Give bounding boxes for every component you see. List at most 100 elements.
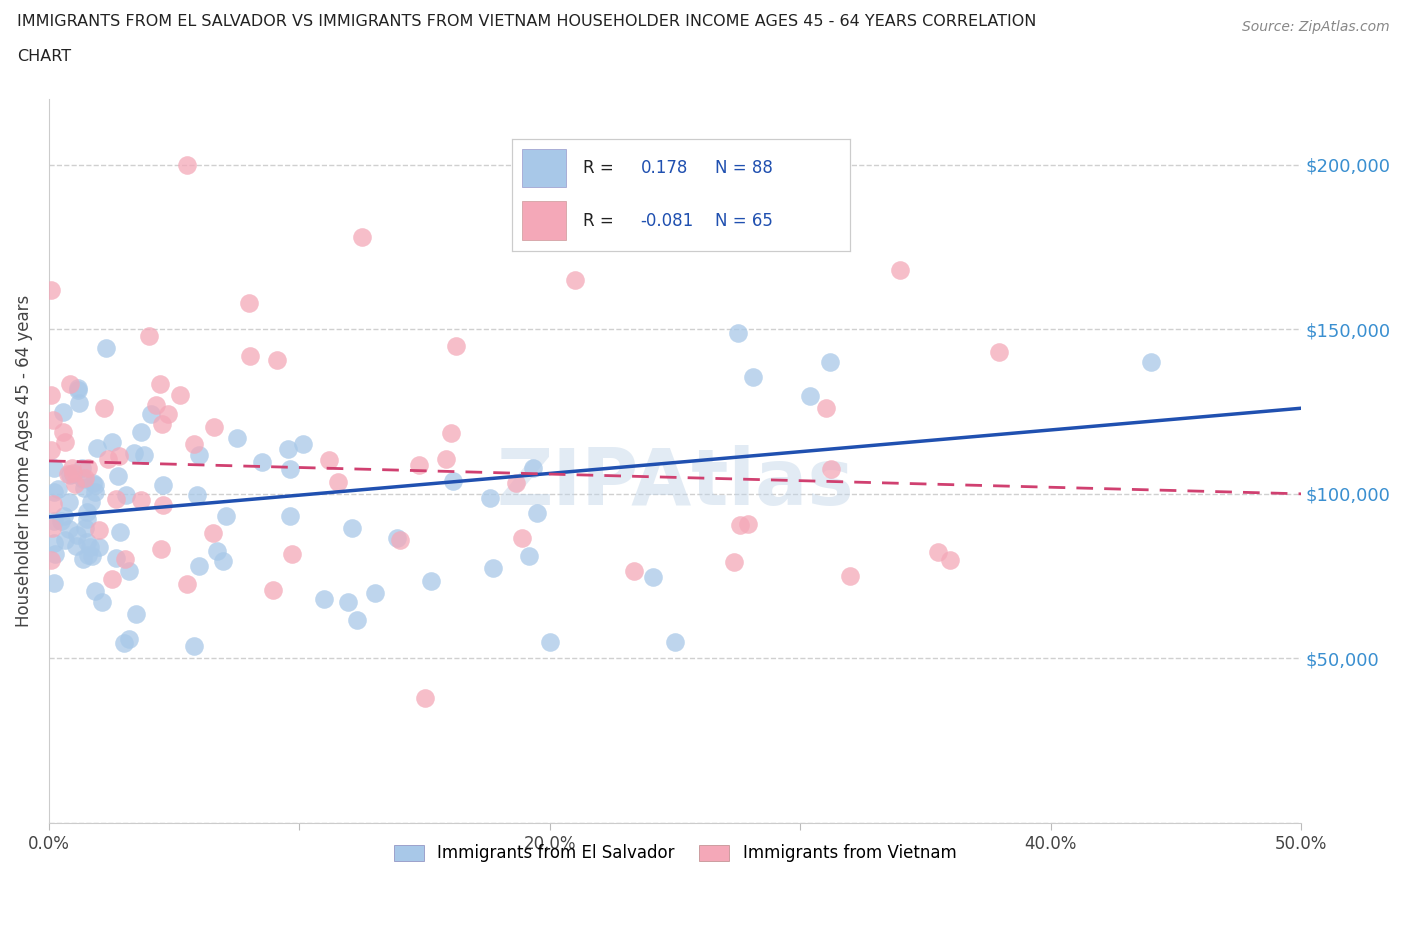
Point	[42, 460, 65, 475]
Legend: Immigrants from El Salvador, Immigrants from Vietnam: Immigrants from El Salvador, Immigrants …	[387, 838, 963, 870]
Point	[59, 468, 82, 483]
Point	[51, 514, 73, 529]
Point	[188, 447, 211, 462]
Point	[87, 523, 110, 538]
Point	[482, 561, 505, 576]
Point	[340, 521, 363, 536]
Point	[278, 509, 301, 524]
Point	[517, 549, 540, 564]
Point	[723, 554, 745, 569]
Point	[44, 547, 66, 562]
Point	[42, 496, 65, 511]
Point	[820, 354, 842, 369]
Point	[52, 405, 75, 419]
Point	[84, 583, 107, 598]
Point	[63, 477, 86, 492]
Point	[62, 467, 84, 482]
Point	[97, 451, 120, 466]
Point	[820, 461, 842, 476]
Point	[72, 472, 94, 486]
Text: IMMIGRANTS FROM EL SALVADOR VS IMMIGRANTS FROM VIETNAM HOUSEHOLDER INCOME AGES 4: IMMIGRANTS FROM EL SALVADOR VS IMMIGRANT…	[17, 14, 1036, 29]
Point	[101, 434, 124, 449]
Point	[328, 475, 350, 490]
Point	[186, 487, 208, 502]
Point	[252, 455, 274, 470]
Point	[987, 345, 1010, 360]
Point	[927, 544, 949, 559]
Point	[152, 478, 174, 493]
Point	[42, 485, 65, 499]
Point	[157, 406, 180, 421]
Point	[169, 388, 191, 403]
Point	[73, 471, 96, 485]
Point	[440, 426, 463, 441]
Point	[434, 452, 457, 467]
Text: Source: ZipAtlas.com: Source: ZipAtlas.com	[1241, 20, 1389, 34]
Point	[77, 547, 100, 562]
Point	[114, 552, 136, 567]
Point	[564, 272, 586, 287]
Point	[176, 577, 198, 591]
Point	[79, 539, 101, 554]
Point	[82, 549, 104, 564]
Point	[292, 437, 315, 452]
Point	[112, 636, 135, 651]
Point	[238, 296, 260, 311]
Point	[91, 594, 114, 609]
Point	[108, 448, 131, 463]
Point	[58, 495, 80, 510]
Point	[737, 516, 759, 531]
Point	[145, 398, 167, 413]
Point	[80, 495, 103, 510]
Point	[46, 482, 69, 497]
Point	[727, 326, 749, 340]
Point	[58, 522, 80, 537]
Point	[510, 530, 533, 545]
Point	[262, 583, 284, 598]
Point	[202, 525, 225, 540]
Point	[41, 521, 63, 536]
Point	[526, 506, 548, 521]
Point	[53, 533, 76, 548]
Point	[76, 505, 98, 520]
Point	[82, 475, 104, 490]
Point	[53, 434, 76, 449]
Point	[385, 531, 408, 546]
Point	[118, 631, 141, 646]
Point	[643, 570, 665, 585]
Text: CHART: CHART	[17, 49, 70, 64]
Point	[72, 551, 94, 566]
Point	[77, 461, 100, 476]
Point	[75, 520, 97, 535]
Text: ZIPAtlas: ZIPAtlas	[496, 445, 853, 521]
Point	[125, 606, 148, 621]
Point	[73, 480, 96, 495]
Point	[84, 485, 107, 499]
Point	[105, 551, 128, 565]
Point	[318, 453, 340, 468]
Point	[66, 380, 89, 395]
Point	[66, 528, 89, 543]
Point	[41, 552, 63, 567]
Point	[799, 389, 821, 404]
Point	[41, 413, 63, 428]
Point	[149, 377, 172, 392]
Point	[41, 443, 63, 458]
Point	[152, 498, 174, 512]
Point	[728, 518, 751, 533]
Point	[389, 533, 412, 548]
Point	[86, 441, 108, 456]
Point	[538, 634, 561, 649]
Point	[266, 352, 288, 367]
Point	[117, 564, 139, 578]
Point	[441, 473, 464, 488]
Point	[42, 536, 65, 551]
Point	[444, 339, 467, 353]
Point	[122, 445, 145, 460]
Y-axis label: Householder Income Ages 45 - 64 years: Householder Income Ages 45 - 64 years	[15, 295, 32, 627]
Point	[51, 424, 73, 439]
Point	[183, 638, 205, 653]
Point	[53, 509, 76, 524]
Point	[62, 466, 84, 481]
Point	[346, 613, 368, 628]
